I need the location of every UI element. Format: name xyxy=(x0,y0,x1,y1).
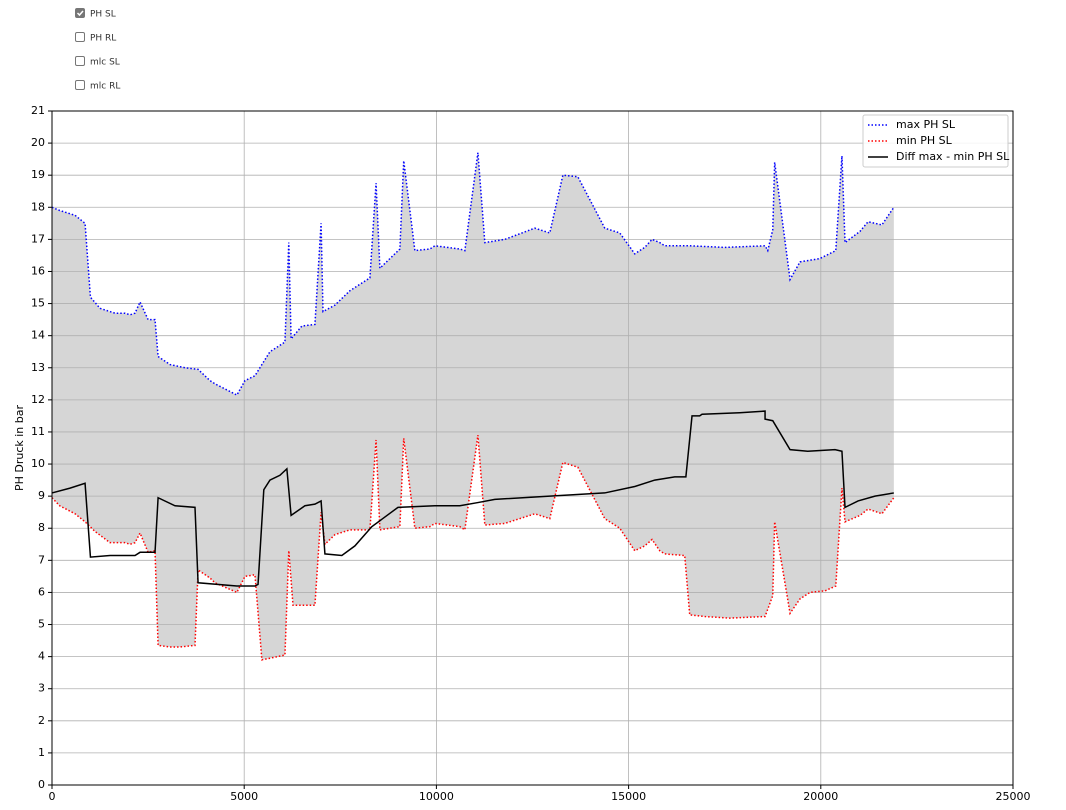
x-tick-label: 25000 xyxy=(996,790,1031,803)
y-tick-label: 2 xyxy=(38,714,45,727)
y-tick-label: 12 xyxy=(31,393,45,406)
x-tick-label: 0 xyxy=(49,790,56,803)
fill-area xyxy=(52,152,894,660)
checkbox-box[interactable] xyxy=(75,56,85,66)
x-tick-label: 10000 xyxy=(419,790,454,803)
y-tick-label: 0 xyxy=(38,778,45,791)
checkbox-label[interactable]: PH SL xyxy=(90,10,116,20)
checkbox-box[interactable] xyxy=(75,8,85,18)
y-tick-label: 13 xyxy=(31,361,45,374)
legend-box xyxy=(862,114,1009,168)
y-tick-label: 1 xyxy=(38,746,45,759)
x-tick-label: 20000 xyxy=(803,790,838,803)
x-tick-label: 5000 xyxy=(230,790,258,803)
legend-label: min PH SL xyxy=(896,134,953,147)
y-tick-label: 9 xyxy=(38,489,45,502)
y-tick-label: 5 xyxy=(38,618,45,631)
y-tick-label: 4 xyxy=(38,650,45,663)
checkbox-box[interactable] xyxy=(75,80,85,90)
y-tick-label: 19 xyxy=(31,168,45,181)
y-tick-label: 15 xyxy=(31,297,45,310)
y-tick-label: 17 xyxy=(31,232,45,245)
y-tick-label: 14 xyxy=(31,329,45,342)
plot-frame xyxy=(51,110,1014,786)
checkbox[interactable]: PH SL xyxy=(75,8,116,20)
legend-label: Diff max - min PH SL xyxy=(896,150,1010,163)
checkbox-box[interactable] xyxy=(75,32,85,42)
series-line xyxy=(51,152,895,397)
legend-label: max PH SL xyxy=(896,118,956,131)
y-tick-label: 21 xyxy=(31,104,45,117)
series-line xyxy=(51,435,895,661)
checkbox[interactable]: mlc SL xyxy=(75,56,120,68)
x-tick-label: 15000 xyxy=(611,790,646,803)
y-tick-label: 18 xyxy=(31,200,45,213)
y-tick-label: 8 xyxy=(38,521,45,534)
legend: max PH SL min PH SL Diff max - min PH SL xyxy=(862,114,1010,168)
y-tick-label: 16 xyxy=(31,264,45,277)
checkbox-label[interactable]: mlc RL xyxy=(90,82,120,92)
y-tick-label: 10 xyxy=(31,457,45,470)
y-axis-label: PH Druck in bar xyxy=(13,405,26,492)
checkbox-label[interactable]: mlc SL xyxy=(90,58,120,68)
checkbox[interactable]: mlc RL xyxy=(75,80,121,92)
y-tick-label: 11 xyxy=(31,425,45,438)
y-tick-label: 6 xyxy=(38,585,45,598)
y-tick-label: 20 xyxy=(31,136,45,149)
series-line xyxy=(51,410,894,587)
check-mark xyxy=(76,10,84,17)
checkbox[interactable]: PH RL xyxy=(75,32,117,44)
checkbox-label[interactable]: PH RL xyxy=(90,34,116,44)
y-tick-label: 7 xyxy=(38,553,45,566)
y-tick-label: 3 xyxy=(38,682,45,695)
